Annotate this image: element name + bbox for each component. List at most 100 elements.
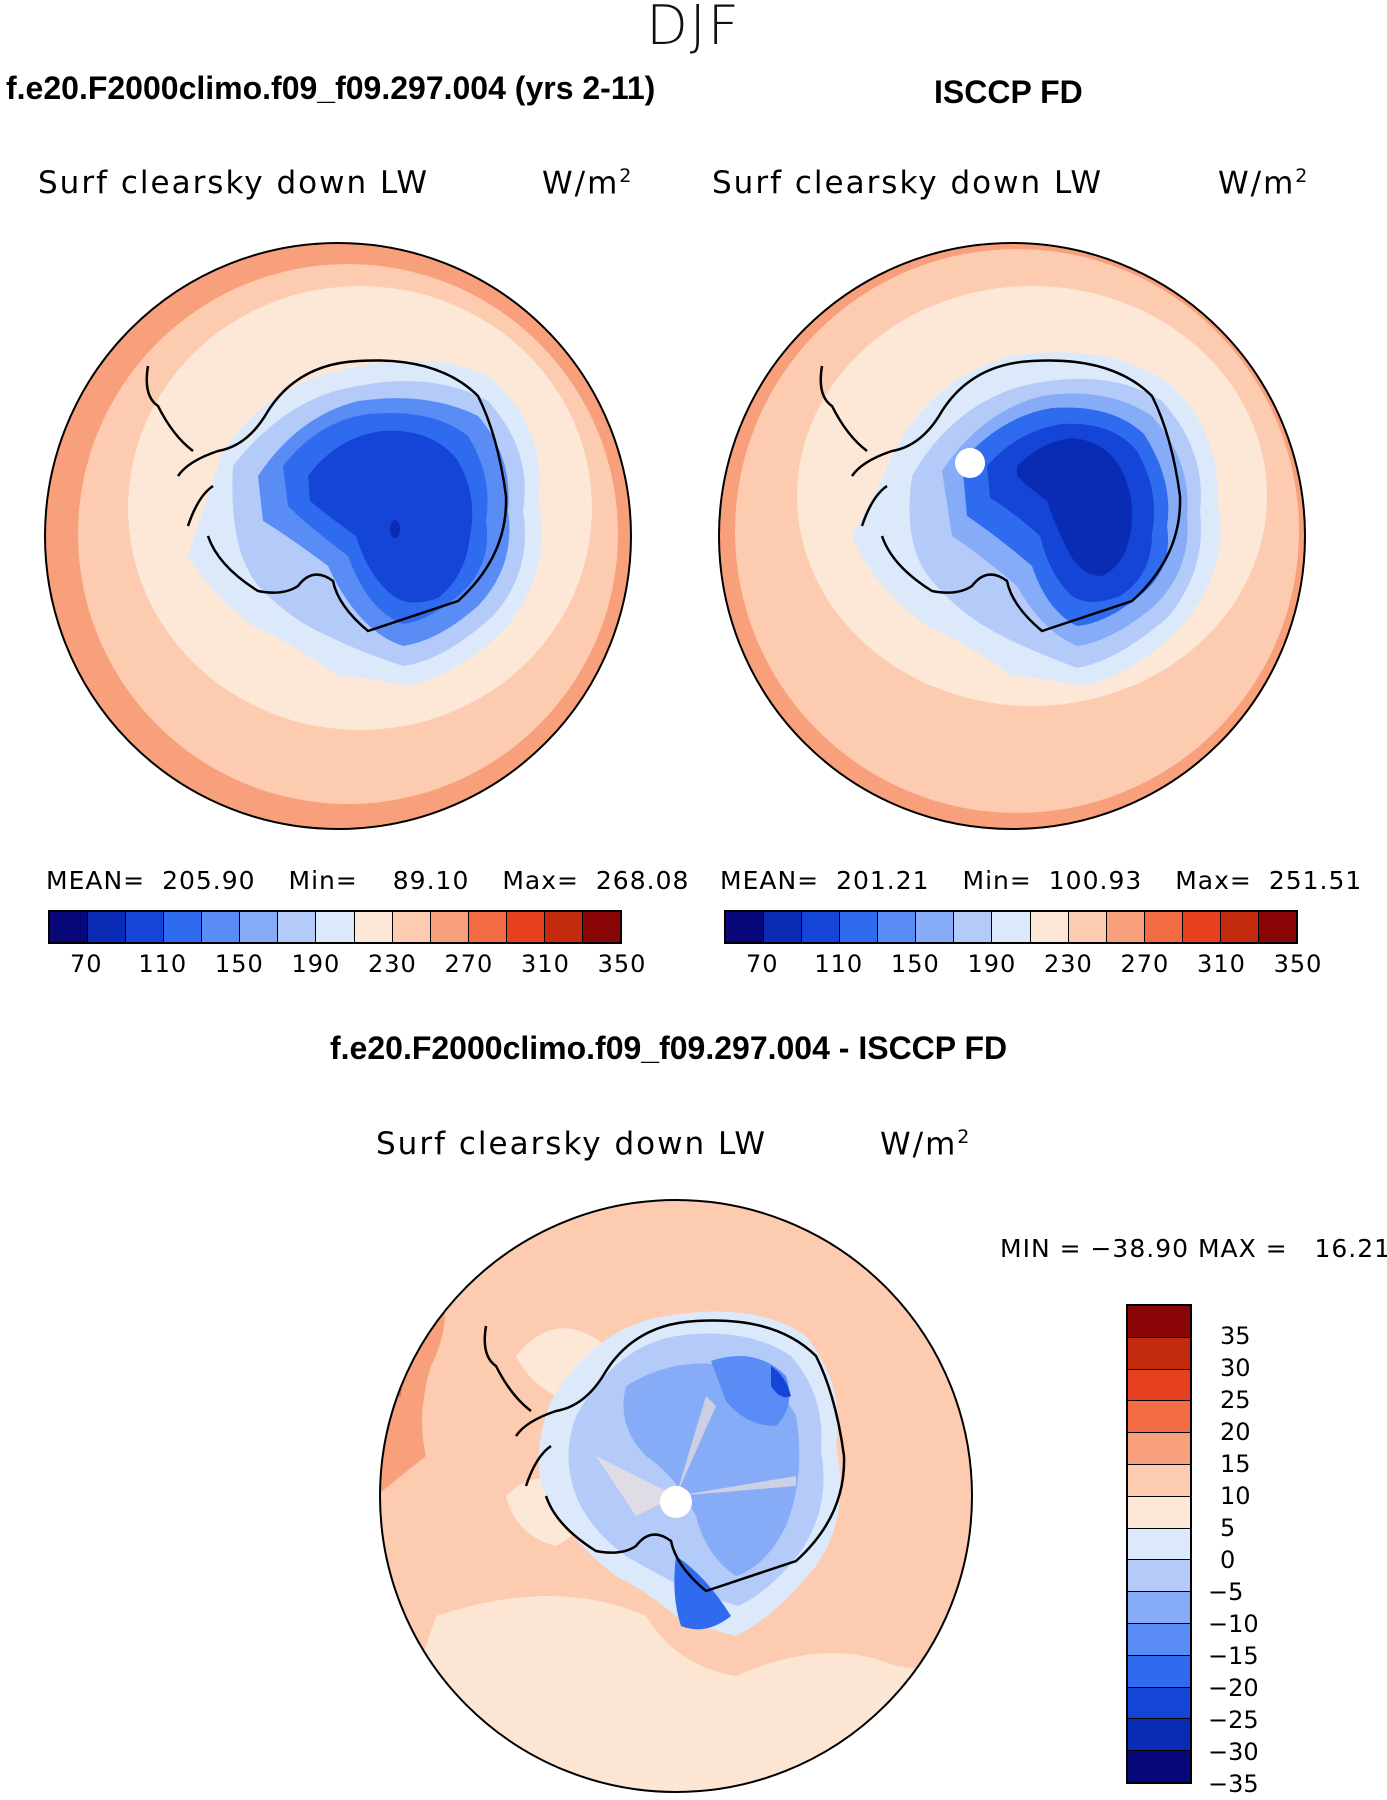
- colorbar-tick-label: −30: [1208, 1738, 1259, 1766]
- colorbar-swatch: [354, 912, 393, 942]
- colorbar-tick-label: 25: [1220, 1386, 1251, 1414]
- colorbar-swatch: [1128, 1719, 1190, 1752]
- colorbar-tick-label: −35: [1208, 1770, 1259, 1798]
- colorbar-swatch: [278, 912, 317, 942]
- colorbar-tick-label: 270: [1120, 950, 1170, 978]
- colorbar-tick-label: 230: [367, 950, 417, 978]
- colorbar-tick-label: 230: [1043, 950, 1093, 978]
- season-title: DJF: [646, 0, 741, 57]
- model-polar-map: [44, 242, 632, 830]
- colorbar-swatch: [50, 912, 89, 942]
- colorbar-swatch: [1220, 912, 1259, 942]
- colorbar-swatch: [1128, 1496, 1190, 1529]
- model-min-value: 89.10: [392, 866, 470, 895]
- model-colorbar-ticks: 70 110 150 190 230 270 310 350: [48, 950, 645, 980]
- colorbar-swatch: [1144, 912, 1183, 942]
- colorbar-swatch: [1128, 1369, 1190, 1402]
- diff-units-label: W/m2: [880, 1126, 972, 1163]
- colorbar-swatch: [1030, 912, 1069, 942]
- colorbar-tick-label: 70: [745, 950, 779, 978]
- colorbar-swatch: [1128, 1464, 1190, 1497]
- obs-max-label: Max=: [1175, 866, 1252, 895]
- colorbar-swatch: [1182, 912, 1221, 942]
- obs-stats: MEAN= 201.21 Min= 100.93 Max= 251.51: [720, 866, 1362, 895]
- obs-colorbar: [724, 910, 1298, 944]
- diff-colorbar: [1126, 1304, 1192, 1784]
- model-mean-label: MEAN=: [46, 866, 146, 895]
- colorbar-swatch: [878, 912, 917, 942]
- model-min-label: Min=: [288, 866, 358, 895]
- colorbar-tick-label: −25: [1208, 1706, 1259, 1734]
- colorbar-swatch: [1128, 1592, 1190, 1624]
- colorbar-swatch: [88, 912, 127, 942]
- colorbar-tick-label: 190: [967, 950, 1017, 978]
- colorbar-swatch: [1128, 1655, 1190, 1688]
- diff-title: f.e20.F2000climo.f09_f09.297.004 - ISCCP…: [330, 1030, 1008, 1066]
- colorbar-tick-label: 350: [597, 950, 647, 978]
- obs-mean-value: 201.21: [836, 866, 930, 895]
- colorbar-tick-label: 150: [214, 950, 264, 978]
- colorbar-swatch: [1068, 912, 1107, 942]
- colorbar-tick-label: 70: [69, 950, 103, 978]
- colorbar-swatch: [840, 912, 879, 942]
- colorbar-swatch: [1128, 1623, 1190, 1656]
- obs-variable-label: Surf clearsky down LW: [712, 165, 1104, 201]
- colorbar-swatch: [392, 912, 431, 942]
- colorbar-swatch: [1128, 1401, 1190, 1434]
- obs-min-label: Min=: [962, 866, 1032, 895]
- colorbar-tick-label: −15: [1208, 1642, 1259, 1670]
- colorbar-tick-label: 20: [1220, 1418, 1251, 1446]
- colorbar-tick-label: 0: [1220, 1546, 1236, 1574]
- colorbar-swatch: [126, 912, 165, 942]
- colorbar-tick-label: 110: [814, 950, 864, 978]
- colorbar-swatch: [1106, 912, 1145, 942]
- colorbar-swatch: [1128, 1560, 1190, 1593]
- colorbar-tick-label: 10: [1220, 1482, 1251, 1510]
- colorbar-tick-label: −20: [1208, 1674, 1259, 1702]
- colorbar-tick-label: 5: [1220, 1514, 1236, 1542]
- obs-dataset-title: ISCCP FD: [934, 74, 1083, 110]
- colorbar-swatch: [202, 912, 241, 942]
- colorbar-swatch: [1128, 1433, 1190, 1465]
- colorbar-tick-label: 310: [521, 950, 570, 978]
- obs-colorbar-ticks: 70 110 150 190 230 270 310 350: [724, 950, 1321, 980]
- colorbar-tick-label: 110: [138, 950, 188, 978]
- diff-colorbar-ticks: 35 30 25 20 15 10 5 0 −5 −10 −15 −20 −25 −30 −35: [1208, 1304, 1288, 1798]
- colorbar-tick-label: 190: [291, 950, 341, 978]
- diff-variable-label: Surf clearsky down LW: [376, 1126, 768, 1162]
- obs-max-value: 251.51: [1268, 866, 1363, 895]
- colorbar-tick-label: 270: [444, 950, 494, 978]
- colorbar-swatch: [582, 912, 620, 942]
- model-max-value: 268.08: [595, 866, 690, 895]
- colorbar-swatch: [764, 912, 803, 942]
- colorbar-swatch: [954, 912, 993, 942]
- colorbar-swatch: [726, 912, 765, 942]
- colorbar-swatch: [164, 912, 203, 942]
- colorbar-swatch: [802, 912, 841, 942]
- obs-polar-map: [718, 242, 1306, 830]
- diff-polar-map: [379, 1199, 973, 1793]
- colorbar-swatch: [1128, 1337, 1190, 1370]
- colorbar-tick-label: 30: [1220, 1354, 1251, 1382]
- colorbar-tick-label: 350: [1273, 950, 1323, 978]
- model-case-title: f.e20.F2000climo.f09_f09.297.004 (yrs 2-…: [6, 70, 656, 106]
- colorbar-swatch: [240, 912, 279, 942]
- obs-units-label: W/m2: [1218, 165, 1310, 202]
- colorbar-swatch: [1128, 1751, 1190, 1782]
- colorbar-tick-label: 15: [1220, 1450, 1251, 1478]
- model-stats: MEAN= 205.90 Min= 89.10 Max= 268.08: [46, 866, 689, 895]
- colorbar-tick-label: 310: [1197, 950, 1246, 978]
- model-colorbar: [48, 910, 622, 944]
- colorbar-swatch: [468, 912, 507, 942]
- colorbar-swatch: [1128, 1687, 1190, 1720]
- colorbar-tick-label: 150: [890, 950, 940, 978]
- colorbar-tick-label: −10: [1208, 1610, 1259, 1638]
- model-mean-value: 205.90: [162, 866, 256, 895]
- colorbar-swatch: [1258, 912, 1296, 942]
- model-max-label: Max=: [502, 866, 579, 895]
- colorbar-swatch: [992, 912, 1031, 942]
- colorbar-tick-label: −5: [1208, 1578, 1244, 1606]
- obs-mean-label: MEAN=: [720, 866, 820, 895]
- model-units-label: W/m2: [542, 165, 634, 202]
- model-variable-label: Surf clearsky down LW: [38, 165, 430, 201]
